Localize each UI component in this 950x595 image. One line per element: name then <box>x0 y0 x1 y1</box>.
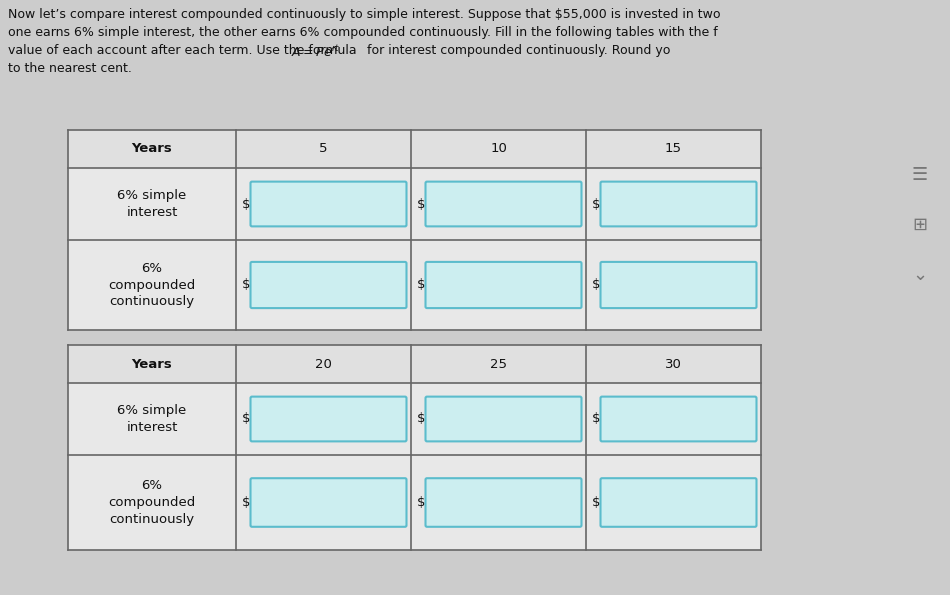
Text: 30: 30 <box>665 358 682 371</box>
FancyBboxPatch shape <box>600 262 756 308</box>
Bar <box>411 455 586 550</box>
FancyBboxPatch shape <box>251 397 407 441</box>
Text: 6%
compounded
continuously: 6% compounded continuously <box>108 479 196 526</box>
Bar <box>236 455 411 550</box>
Text: ⌄: ⌄ <box>912 266 927 284</box>
Text: $: $ <box>242 278 251 292</box>
Text: $: $ <box>242 496 251 509</box>
FancyBboxPatch shape <box>426 181 581 226</box>
Bar <box>236 383 411 455</box>
FancyBboxPatch shape <box>426 262 581 308</box>
Text: $: $ <box>592 496 600 509</box>
Text: $: $ <box>417 278 426 292</box>
Text: 5: 5 <box>319 142 328 155</box>
Text: Now let’s compare interest compounded continuously to simple interest. Suppose t: Now let’s compare interest compounded co… <box>8 8 720 21</box>
Text: 6%
compounded
continuously: 6% compounded continuously <box>108 261 196 308</box>
Bar <box>68 345 236 383</box>
Text: $: $ <box>592 198 600 211</box>
FancyBboxPatch shape <box>600 478 756 527</box>
Bar <box>236 168 411 240</box>
Bar <box>586 168 761 240</box>
FancyBboxPatch shape <box>251 262 407 308</box>
Text: $: $ <box>417 496 426 509</box>
Text: $: $ <box>417 198 426 211</box>
Bar <box>411 383 586 455</box>
Text: 6% simple
interest: 6% simple interest <box>118 404 186 434</box>
Text: 25: 25 <box>490 358 507 371</box>
Bar <box>236 345 411 383</box>
Bar <box>68 383 236 455</box>
FancyBboxPatch shape <box>426 478 581 527</box>
Text: 10: 10 <box>490 142 507 155</box>
Bar <box>586 345 761 383</box>
Text: to the nearest cent.: to the nearest cent. <box>8 62 132 75</box>
Bar <box>68 168 236 240</box>
Text: $: $ <box>242 198 251 211</box>
Text: value of each account after each term. Use the formula: value of each account after each term. U… <box>8 44 361 57</box>
Text: $: $ <box>592 278 600 292</box>
Text: 6% simple
interest: 6% simple interest <box>118 189 186 219</box>
Text: $: $ <box>242 412 251 425</box>
Bar <box>411 130 586 168</box>
FancyBboxPatch shape <box>600 181 756 226</box>
Text: Years: Years <box>132 358 172 371</box>
Bar <box>236 240 411 330</box>
Bar <box>411 168 586 240</box>
Bar <box>68 240 236 330</box>
Bar <box>411 240 586 330</box>
Text: $A=Pe^{rt}$: $A=Pe^{rt}$ <box>292 44 341 60</box>
Text: Years: Years <box>132 142 172 155</box>
Text: for interest compounded continuously. Round yo: for interest compounded continuously. Ro… <box>363 44 671 57</box>
Bar <box>586 455 761 550</box>
FancyBboxPatch shape <box>600 397 756 441</box>
Bar <box>236 130 411 168</box>
FancyBboxPatch shape <box>426 397 581 441</box>
Bar <box>586 383 761 455</box>
Text: $: $ <box>592 412 600 425</box>
Text: 20: 20 <box>315 358 332 371</box>
Bar <box>586 130 761 168</box>
FancyBboxPatch shape <box>251 478 407 527</box>
Bar <box>411 345 586 383</box>
Text: one earns 6% simple interest, the other earns 6% compounded continuously. Fill i: one earns 6% simple interest, the other … <box>8 26 718 39</box>
FancyBboxPatch shape <box>251 181 407 226</box>
Text: ⊞: ⊞ <box>912 216 927 234</box>
Bar <box>68 455 236 550</box>
Bar <box>68 130 236 168</box>
Bar <box>586 240 761 330</box>
Text: $: $ <box>417 412 426 425</box>
Text: 15: 15 <box>665 142 682 155</box>
Text: ☰: ☰ <box>912 166 928 184</box>
